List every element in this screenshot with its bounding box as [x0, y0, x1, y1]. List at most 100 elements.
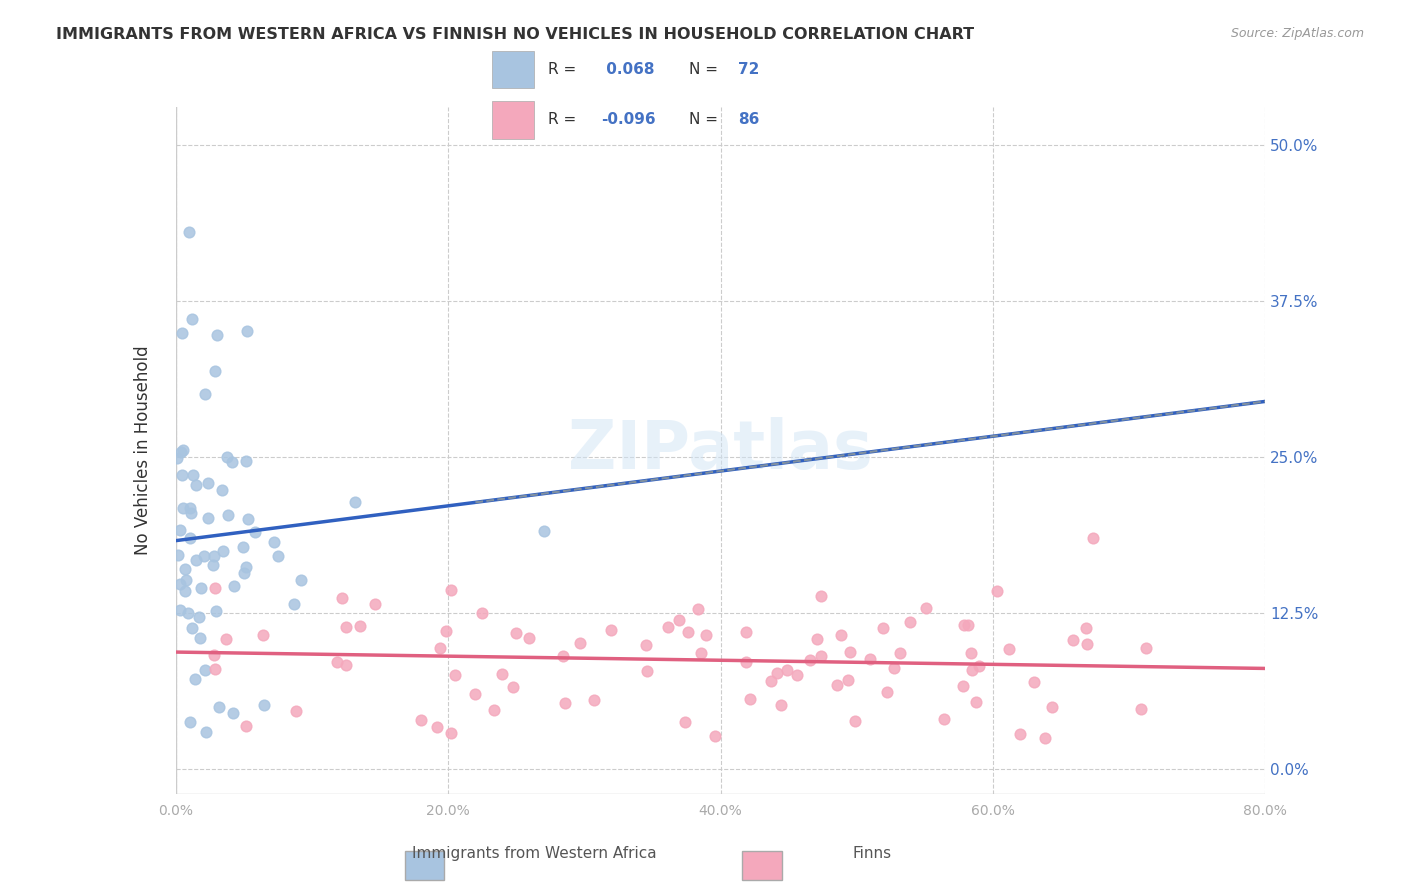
Text: Finns: Finns	[852, 846, 891, 861]
Point	[1135, 640, 1157, 655]
Point	[179, 500, 201, 515]
Text: IMMIGRANTS FROM WESTERN AFRICA VS FINNISH NO VEHICLES IN HOUSEHOLD CORRELATION C: IMMIGRANTS FROM WESTERN AFRICA VS FINNIS…	[56, 27, 974, 42]
Point	[180, 621, 202, 635]
Point	[657, 620, 679, 634]
Point	[953, 618, 976, 632]
Point	[471, 607, 494, 621]
Point	[998, 641, 1021, 656]
Point	[181, 312, 204, 326]
Point	[636, 664, 658, 678]
Point	[806, 632, 828, 646]
FancyBboxPatch shape	[492, 101, 534, 138]
Point	[172, 500, 194, 515]
Text: 72: 72	[738, 62, 759, 77]
Point	[553, 648, 575, 663]
Text: N =: N =	[689, 62, 723, 77]
Point	[243, 524, 266, 539]
Point	[766, 665, 789, 680]
Point	[838, 645, 860, 659]
Point	[170, 326, 193, 341]
Point	[1062, 632, 1084, 647]
Point	[188, 609, 211, 624]
Point	[221, 455, 243, 469]
Point	[898, 615, 921, 630]
Point	[197, 476, 219, 491]
Point	[190, 581, 212, 595]
Point	[217, 508, 239, 523]
Point	[673, 714, 696, 729]
Point	[290, 574, 312, 588]
Point	[770, 698, 793, 712]
FancyBboxPatch shape	[742, 851, 782, 880]
Point	[965, 694, 987, 708]
Text: ZIPatlas: ZIPatlas	[568, 417, 873, 483]
Point	[429, 641, 451, 656]
Point	[1040, 700, 1063, 714]
Point	[173, 562, 195, 576]
Point	[330, 591, 353, 605]
Point	[197, 511, 219, 525]
Point	[285, 705, 308, 719]
Point	[932, 712, 955, 726]
Point	[252, 628, 274, 642]
Point	[222, 706, 245, 721]
Point	[1033, 731, 1056, 746]
Text: 0.068: 0.068	[602, 62, 655, 77]
Point	[204, 364, 226, 378]
Point	[464, 687, 486, 701]
Point	[169, 523, 191, 537]
Point	[179, 715, 201, 730]
Point	[1008, 727, 1031, 741]
Point	[208, 699, 231, 714]
Point	[183, 468, 205, 483]
Point	[173, 583, 195, 598]
Point	[533, 524, 555, 539]
Point	[212, 544, 235, 558]
Point	[686, 601, 709, 615]
Point	[956, 618, 979, 632]
Point	[740, 692, 762, 706]
Point	[194, 386, 217, 401]
Point	[600, 623, 623, 637]
Point	[232, 540, 254, 554]
Point	[491, 666, 513, 681]
Point	[364, 597, 387, 611]
Point	[169, 577, 191, 591]
Point	[188, 631, 211, 645]
Point	[668, 613, 690, 627]
Point	[194, 725, 217, 739]
Point	[502, 680, 524, 694]
Point	[202, 558, 225, 572]
Point	[568, 635, 591, 649]
Point	[193, 549, 215, 563]
Point	[952, 679, 974, 693]
Point	[172, 443, 194, 458]
Point	[215, 632, 238, 646]
Point	[734, 656, 756, 670]
Point	[876, 685, 898, 699]
Point	[859, 651, 882, 665]
Point	[582, 693, 605, 707]
Point	[170, 445, 193, 459]
Point	[1081, 531, 1104, 545]
Point	[837, 673, 859, 687]
Point	[235, 559, 257, 574]
Point	[204, 581, 226, 595]
Point	[776, 663, 799, 677]
Text: R =: R =	[548, 112, 582, 128]
Point	[554, 696, 576, 710]
Point	[344, 494, 367, 508]
Point	[202, 648, 225, 662]
Point	[1076, 637, 1098, 651]
Point	[444, 667, 467, 681]
Point	[253, 698, 276, 713]
Point	[349, 619, 371, 633]
Point	[799, 653, 821, 667]
Point	[967, 659, 990, 673]
Point	[283, 597, 305, 611]
Point	[169, 603, 191, 617]
Text: Source: ZipAtlas.com: Source: ZipAtlas.com	[1230, 27, 1364, 40]
Point	[786, 668, 808, 682]
Point	[517, 631, 540, 645]
Point	[325, 655, 347, 669]
